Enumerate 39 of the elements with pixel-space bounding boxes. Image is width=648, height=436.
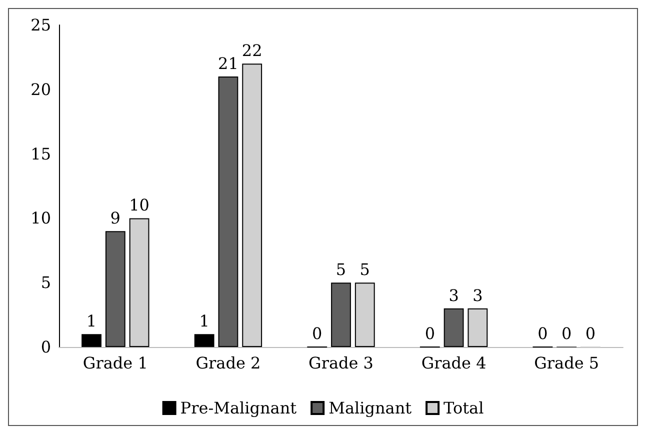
y-tick-label: 20 [30,80,51,99]
data-label: 5 [336,260,346,280]
bar [444,308,464,347]
bar [242,64,262,347]
legend-label: Pre-Malignant [180,398,298,418]
data-label: 3 [448,286,459,305]
y-tick-label: 0 [40,338,51,356]
x-tick-label: Grade 2 [196,354,261,372]
data-label: 0 [424,324,436,343]
data-label: 9 [110,208,120,228]
data-label: 3 [472,286,483,305]
bar [218,76,238,347]
y-tick-label: 25 [30,16,51,34]
data-label: 1 [199,312,210,331]
bar [331,282,351,347]
bar [468,308,488,347]
data-label: 1 [86,312,97,331]
bar [105,231,126,347]
y-tick-label: 10 [30,208,51,228]
x-tick-label: Grade 4 [421,354,486,372]
data-label: 22 [242,41,262,60]
bar [194,334,214,347]
y-tick-label: 15 [30,144,51,164]
x-tick-label: Grade 5 [534,354,600,372]
data-label: 0 [562,324,572,343]
data-label: 0 [585,324,596,343]
data-label: 0 [312,324,322,343]
legend-label: Total [444,398,484,418]
bar [129,218,150,347]
data-label: 10 [129,196,150,215]
data-label: 21 [218,54,238,74]
legend-label: Malignant [328,398,412,418]
y-tick-label: 5 [40,273,51,292]
bar [82,334,102,347]
bar [354,282,375,347]
data-label: 5 [360,260,370,280]
data-label: 0 [538,324,548,343]
x-tick-label: Grade 1 [82,354,148,372]
x-tick-label: Grade 3 [308,354,374,372]
